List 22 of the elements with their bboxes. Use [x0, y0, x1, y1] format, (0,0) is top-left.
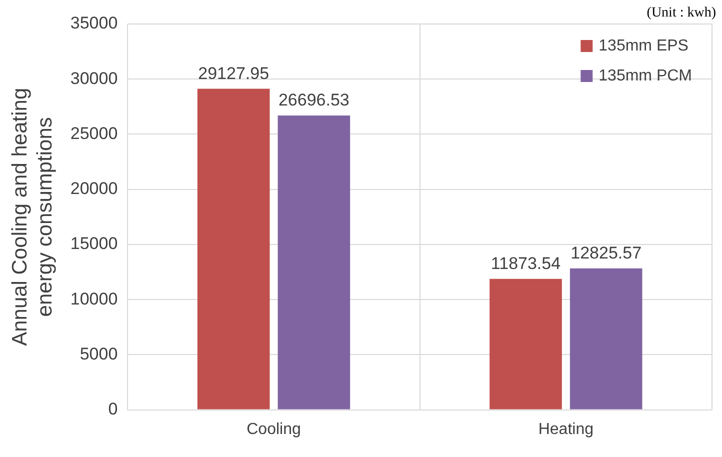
- y-axis-title: Annual Cooling and heating energy consumptions: [8, 88, 57, 346]
- data-label: 26696.53: [278, 90, 350, 110]
- bar: [570, 268, 642, 410]
- legend-label: 135mm PCM: [598, 67, 692, 84]
- y-tick-label: 20000: [70, 179, 118, 198]
- y-tick-label: 30000: [70, 68, 118, 88]
- y-tick-label: 0: [108, 399, 118, 418]
- y-tick-label: 35000: [70, 14, 118, 33]
- data-label: 11873.54: [490, 254, 561, 274]
- y-tick-label: 15000: [70, 234, 118, 254]
- bar: [197, 88, 270, 410]
- bar: [490, 278, 562, 410]
- legend-label: 135mm EPS: [598, 37, 688, 54]
- text: (Unit : kwh): [646, 6, 716, 21]
- bar: [278, 116, 350, 410]
- x-tick-label: Heating: [538, 420, 594, 438]
- data-label: 12825.57: [570, 244, 642, 263]
- data-label: 29127.95: [198, 64, 270, 83]
- y-tick-label: 5000: [80, 344, 118, 364]
- y-tick-label: 25000: [70, 124, 118, 143]
- x-tick-label: Cooling: [246, 420, 301, 438]
- y-tick-label: 10000: [70, 289, 118, 308]
